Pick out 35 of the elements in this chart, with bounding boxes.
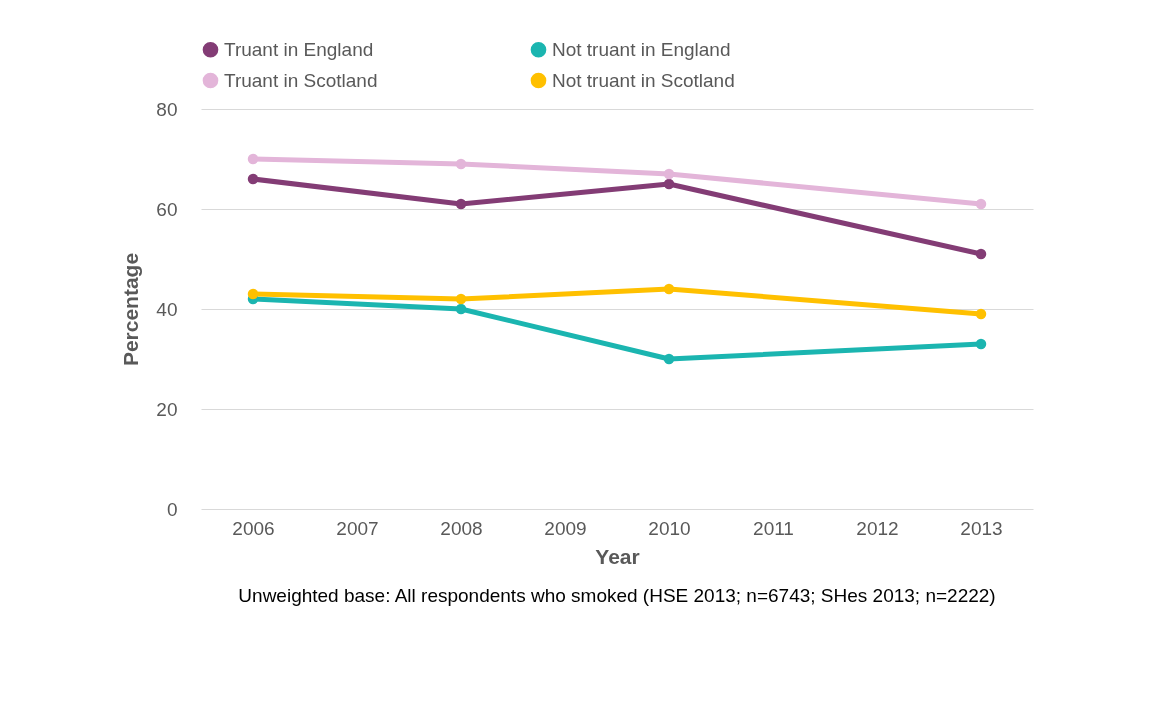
point (663, 178, 675, 190)
x-tick-label: 2012 (856, 517, 899, 539)
text: Unweighted base: All respondents who smoked (HSE 2013; n=6743; SHes 2013; n=2222) (238, 585, 996, 606)
legend-label: Truant in Scotland (224, 69, 378, 91)
point (663, 353, 675, 365)
point (975, 198, 987, 210)
y-tick-label: 80 (156, 98, 178, 120)
x-tick-label: 2006 (232, 517, 275, 539)
y-tick-label: 60 (156, 198, 178, 220)
y-tick-label: 0 (166, 498, 178, 520)
legend-label: Not truant in England (552, 38, 731, 60)
legend-label: Not truant in Scotland (552, 69, 735, 91)
x-tick-label: 2011 (753, 517, 794, 539)
point (975, 248, 987, 260)
point (455, 293, 467, 305)
x-tick-label: 2007 (336, 517, 379, 539)
point (455, 198, 467, 210)
point (247, 153, 259, 165)
legend-label: Truant in England (224, 38, 374, 60)
point (975, 308, 987, 320)
point (455, 303, 467, 315)
point (247, 173, 259, 185)
x-tick-label: 2010 (648, 517, 691, 539)
x-tick-label: 2013 (960, 517, 1003, 539)
x-tick-label: 2008 (440, 517, 483, 539)
y-axis-title: Percentage (119, 252, 143, 367)
x-tick-label: 2009 (544, 517, 587, 539)
point (663, 283, 675, 295)
point (247, 288, 259, 300)
y-tick-label: 40 (156, 298, 178, 320)
point (975, 338, 987, 350)
y-tick-label: 20 (156, 398, 178, 420)
point (663, 168, 675, 180)
x-axis-title: Year (595, 544, 640, 568)
point (455, 158, 467, 170)
